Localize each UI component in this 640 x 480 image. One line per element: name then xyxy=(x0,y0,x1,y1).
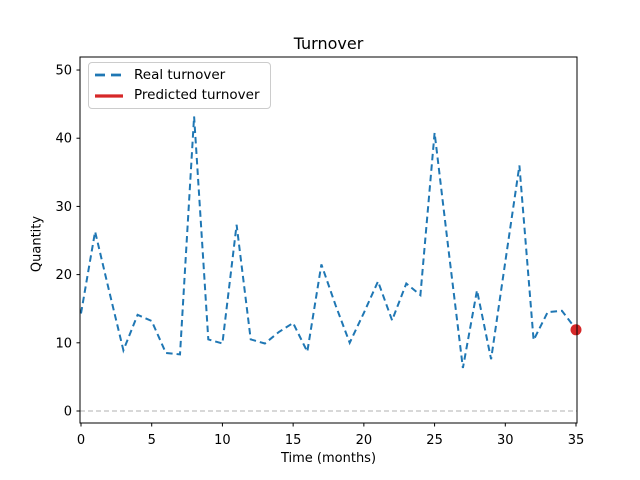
y-axis-label: Quantity xyxy=(29,215,45,273)
chart-title: Turnover xyxy=(293,34,364,53)
legend-solid-line-icon xyxy=(95,90,123,102)
axes-border xyxy=(79,56,578,424)
series-line-real-turnover xyxy=(80,116,577,369)
y-tick-label: 0 xyxy=(64,404,72,419)
y-tick-label: 40 xyxy=(55,132,72,147)
predicted-point-marker xyxy=(570,324,582,336)
x-tick-label: 30 xyxy=(497,433,514,448)
x-tick-label: 35 xyxy=(568,433,585,448)
x-tick-label: 15 xyxy=(285,433,302,448)
x-axis-label: Time (months) xyxy=(280,451,377,466)
x-tick-label: 20 xyxy=(356,433,373,448)
legend-label-real-turnover: Real turnover xyxy=(134,66,226,83)
legend: Real turnover Predicted turnover xyxy=(88,62,271,109)
x-tick-label: 0 xyxy=(77,433,85,448)
x-tick-label: 5 xyxy=(148,433,156,448)
y-tick-label: 30 xyxy=(55,200,72,215)
y-tick-label: 50 xyxy=(55,64,72,79)
legend-item-predicted-turnover: Predicted turnover xyxy=(89,86,270,107)
y-tick-label: 10 xyxy=(55,336,72,351)
x-tick-label: 10 xyxy=(214,433,231,448)
legend-item-real-turnover: Real turnover xyxy=(89,65,270,86)
legend-dashed-line-icon xyxy=(95,69,123,81)
x-tick-label: 25 xyxy=(426,433,443,448)
legend-label-predicted-turnover: Predicted turnover xyxy=(134,87,260,103)
y-tick-label: 20 xyxy=(55,268,72,283)
